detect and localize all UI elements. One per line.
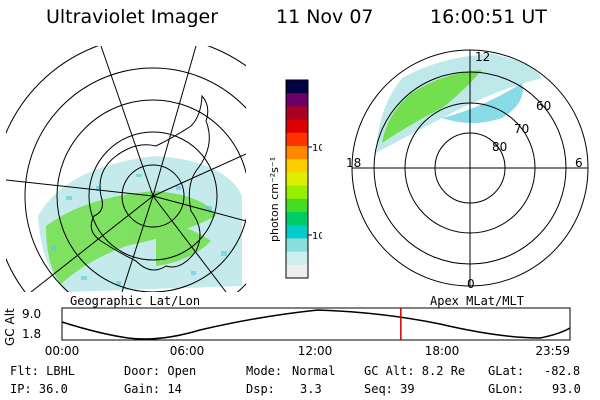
xtick-0600: 06:00 <box>170 344 205 358</box>
gain-readout: Gain: 14 <box>124 382 182 396</box>
xtick-1800: 18:00 <box>425 344 460 358</box>
colorbar: 100 10 photon cm⁻²s⁻¹ <box>268 79 322 279</box>
mlat-label-70: 70 <box>514 122 529 136</box>
colorbar-swatch <box>286 185 308 200</box>
header-bar: Ultraviolet Imager 11 Nov 07 16:00:51 UT <box>0 6 600 32</box>
timeline-ytick-bottom: 1.8 <box>22 327 41 341</box>
glat-value: -82.8 <box>544 364 581 378</box>
mlt-label-0: 0 <box>467 277 475 290</box>
mlt-label-18: 18 <box>346 156 361 170</box>
colorbar-swatch <box>286 119 308 134</box>
right-panel-caption: Apex MLat/MLT <box>430 294 524 308</box>
colorbar-swatch <box>286 106 308 121</box>
colorbar-swatch <box>286 80 308 94</box>
colorbar-swatch <box>286 198 308 213</box>
colorbar-tick-100: 100 <box>312 143 322 154</box>
instrument-title: Ultraviolet Imager <box>46 6 219 28</box>
antarctica-coastline <box>90 94 210 271</box>
door-readout: Door: Open <box>124 364 197 378</box>
magnetic-map: 12 18 6 0 60 70 80 <box>346 49 589 290</box>
mlt-label-6: 6 <box>575 156 583 170</box>
mlt-label-12: 12 <box>475 50 490 64</box>
observation-time: 16:00:51 UT <box>430 6 547 28</box>
ip-readout: IP: 36.0 <box>10 382 68 396</box>
aurora-emission-speckle <box>51 174 227 285</box>
colorbar-swatch <box>286 264 308 279</box>
glon-value: 93.0 <box>552 382 581 396</box>
timeline-frame <box>61 307 571 341</box>
glon-label: GLon: <box>488 382 525 396</box>
colorbar-swatch <box>286 159 308 173</box>
geographic-map <box>6 46 246 292</box>
colorbar-swatch <box>286 172 308 187</box>
longitude-grid <box>6 46 246 292</box>
glat-label: GLat: <box>488 364 525 378</box>
mlat-label-60: 60 <box>536 99 551 113</box>
colorbar-swatch <box>286 146 308 160</box>
xtick-1200: 12:00 <box>298 344 333 358</box>
aurora-emission-green <box>46 191 216 284</box>
orbit-altitude-timeline: GC Alt 9.0 1.8 00:00 06:00 12:00 18:00 2… <box>3 307 571 358</box>
mode-label: Mode: <box>246 364 283 378</box>
colorbar-swatch <box>286 225 308 239</box>
colorbar-tick-10: 10 <box>312 231 322 242</box>
colorbar-swatch <box>286 212 308 226</box>
colorbar-swatch <box>286 93 308 107</box>
colorbar-swatch <box>286 238 308 253</box>
observation-date: 11 Nov 07 <box>276 6 374 28</box>
seq-readout: Seq: 39 <box>364 382 415 396</box>
colorbar-swatch <box>286 251 308 266</box>
timeline-ylabel: GC Alt <box>3 308 17 346</box>
dsp-value: 3.3 <box>300 382 322 396</box>
filter-readout: Flt: LBHL <box>10 364 76 378</box>
colorbar-swatch <box>286 132 308 147</box>
mlat-label-80: 80 <box>492 140 507 154</box>
colorbar-ticks <box>308 146 312 236</box>
timeline-xticks: 00:00 06:00 12:00 18:00 23:59 <box>45 344 570 358</box>
xtick-0000: 00:00 <box>45 344 80 358</box>
mlt-grid <box>352 50 588 286</box>
timeline-ytick-top: 9.0 <box>22 307 41 321</box>
gc-alt-readout: GC Alt: 8.2 Re <box>364 364 466 378</box>
dsp-label: Dsp: <box>246 382 275 396</box>
mode-value: Normal <box>292 364 336 378</box>
latitude-grid <box>6 46 246 292</box>
xtick-2359: 23:59 <box>535 344 570 358</box>
altitude-curve <box>61 309 571 340</box>
colorbar-swatches <box>286 80 308 279</box>
left-panel-caption: Geographic Lat/Lon <box>70 294 201 308</box>
colorbar-unit-label: photon cm⁻²s⁻¹ <box>268 157 281 242</box>
